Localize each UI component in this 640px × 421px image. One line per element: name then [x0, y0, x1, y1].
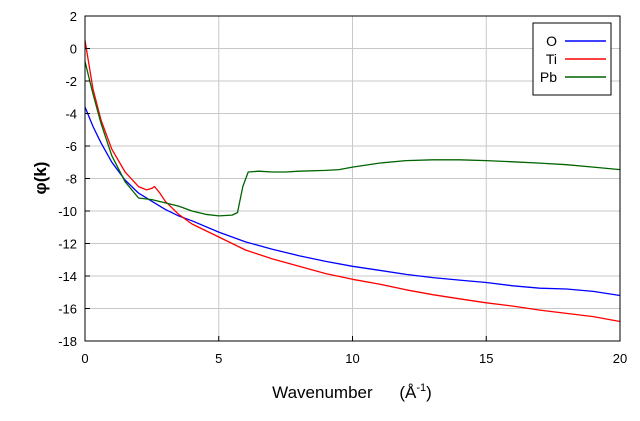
y-tick-label: -10	[58, 204, 77, 219]
y-tick-label: -8	[65, 172, 77, 187]
series-line-ti	[84, 40, 621, 323]
y-tick-label: 0	[70, 42, 77, 57]
x-axis-unit: (Å-1)	[399, 382, 431, 402]
x-tick-label: 5	[215, 351, 222, 366]
x-tick-label: 15	[479, 351, 493, 366]
y-tick-label: -18	[58, 334, 77, 349]
y-axis-title: φ(k)	[31, 162, 50, 195]
legend-label-o: O	[546, 33, 557, 49]
x-tick-label: 10	[345, 351, 359, 366]
y-tick-label: -14	[58, 269, 77, 284]
x-tick-label: 20	[613, 351, 627, 366]
y-tick-label: -12	[58, 237, 77, 252]
y-tick-label: -16	[58, 302, 77, 317]
x-axis-label: Wavenumber	[272, 383, 373, 402]
series-line-pb	[84, 61, 621, 217]
x-tick-label: 0	[81, 351, 88, 366]
y-tick-label: -6	[65, 139, 77, 154]
legend: O Ti Pb	[532, 22, 612, 96]
grid-lines	[85, 16, 620, 341]
y-tick-label: -4	[65, 107, 77, 122]
y-tick-label: 2	[70, 9, 77, 24]
legend-label-pb: Pb	[540, 69, 557, 85]
series-line-o	[84, 106, 621, 297]
y-tick-label: -2	[65, 74, 77, 89]
series-lines	[84, 40, 621, 323]
x-axis-title: Wavenumber (Å-1)	[272, 382, 432, 402]
legend-label-ti: Ti	[546, 51, 557, 67]
